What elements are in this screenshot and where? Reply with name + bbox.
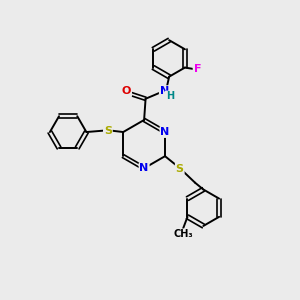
Text: H: H xyxy=(166,92,174,101)
Text: N: N xyxy=(160,86,169,96)
Text: CH₃: CH₃ xyxy=(173,229,193,239)
Text: N: N xyxy=(160,127,169,137)
Text: N: N xyxy=(140,163,149,173)
Text: O: O xyxy=(122,86,131,96)
Text: S: S xyxy=(176,164,184,173)
Text: F: F xyxy=(194,64,201,74)
Text: S: S xyxy=(104,126,112,136)
